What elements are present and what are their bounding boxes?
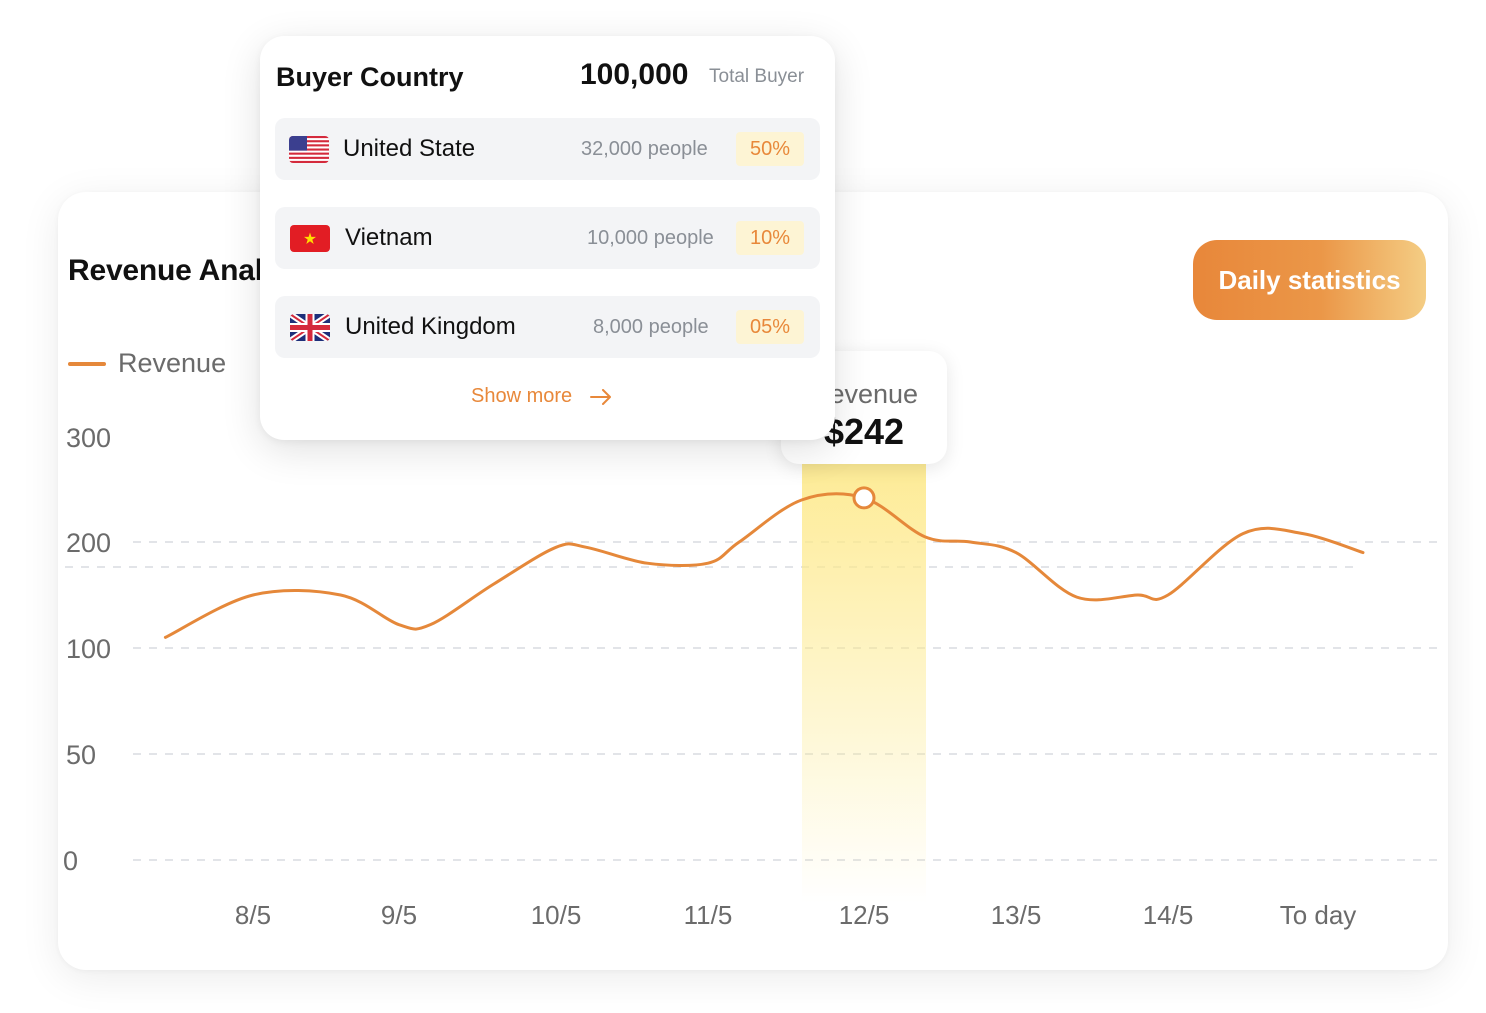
show-more-link[interactable]: Show more bbox=[471, 385, 612, 408]
x-tick-label: 10/5 bbox=[531, 900, 582, 930]
buyer-country-card: Buyer Country 100,000 Total Buyer United… bbox=[260, 36, 835, 440]
country-percent-badge: 10% bbox=[736, 221, 804, 255]
total-buyer-label: Total Buyer bbox=[709, 66, 805, 87]
y-tick-label: 50 bbox=[66, 740, 96, 770]
country-name: United Kingdom bbox=[345, 313, 516, 340]
x-tick-label: To day bbox=[1280, 900, 1357, 930]
country-row-vietnam[interactable]: Vietnam 10,000 people 10% bbox=[275, 207, 820, 269]
country-percent-badge: 05% bbox=[736, 310, 804, 344]
legend-line-icon bbox=[68, 361, 106, 366]
highlight-band bbox=[802, 463, 926, 903]
show-more-label: Show more bbox=[471, 385, 573, 407]
uk-flag-icon bbox=[290, 314, 330, 341]
vn-flag-icon bbox=[290, 225, 330, 252]
us-flag-icon bbox=[289, 136, 329, 163]
x-tick-label: 12/5 bbox=[839, 900, 890, 930]
country-percent-badge: 50% bbox=[736, 132, 804, 166]
daily-statistics-button[interactable]: Daily statistics bbox=[1193, 240, 1426, 320]
y-tick-label: 200 bbox=[66, 528, 111, 558]
country-name: United State bbox=[343, 135, 476, 162]
country-row-united-state[interactable]: United State 32,000 people 50% bbox=[275, 118, 820, 180]
y-tick-label: 0 bbox=[63, 846, 78, 876]
country-row-united-kingdom[interactable]: United Kingdom 8,000 people 05% bbox=[275, 296, 820, 358]
country-people-count: 10,000 people bbox=[587, 227, 714, 249]
total-buyer-value: 100,000 bbox=[580, 58, 689, 91]
revenue-series-line bbox=[163, 492, 1365, 639]
y-tick-label: 300 bbox=[66, 423, 111, 453]
country-name: Vietnam bbox=[345, 224, 433, 251]
buyer-country-title: Buyer Country bbox=[276, 62, 464, 92]
arrow-right-icon bbox=[590, 388, 612, 405]
x-tick-label: 9/5 bbox=[381, 900, 417, 930]
country-people-count: 8,000 people bbox=[593, 316, 709, 338]
legend-label: Revenue bbox=[118, 348, 227, 378]
highlight-point[interactable] bbox=[852, 486, 876, 510]
country-people-count: 32,000 people bbox=[581, 138, 708, 160]
tooltip-value: $242 bbox=[823, 411, 905, 452]
x-tick-label: 13/5 bbox=[991, 900, 1042, 930]
x-tick-label: 11/5 bbox=[684, 900, 733, 930]
x-tick-label: 14/5 bbox=[1143, 900, 1194, 930]
x-tick-label: 8/5 bbox=[235, 900, 271, 930]
y-tick-label: 100 bbox=[66, 634, 111, 664]
chart-legend: Revenue bbox=[68, 348, 226, 379]
